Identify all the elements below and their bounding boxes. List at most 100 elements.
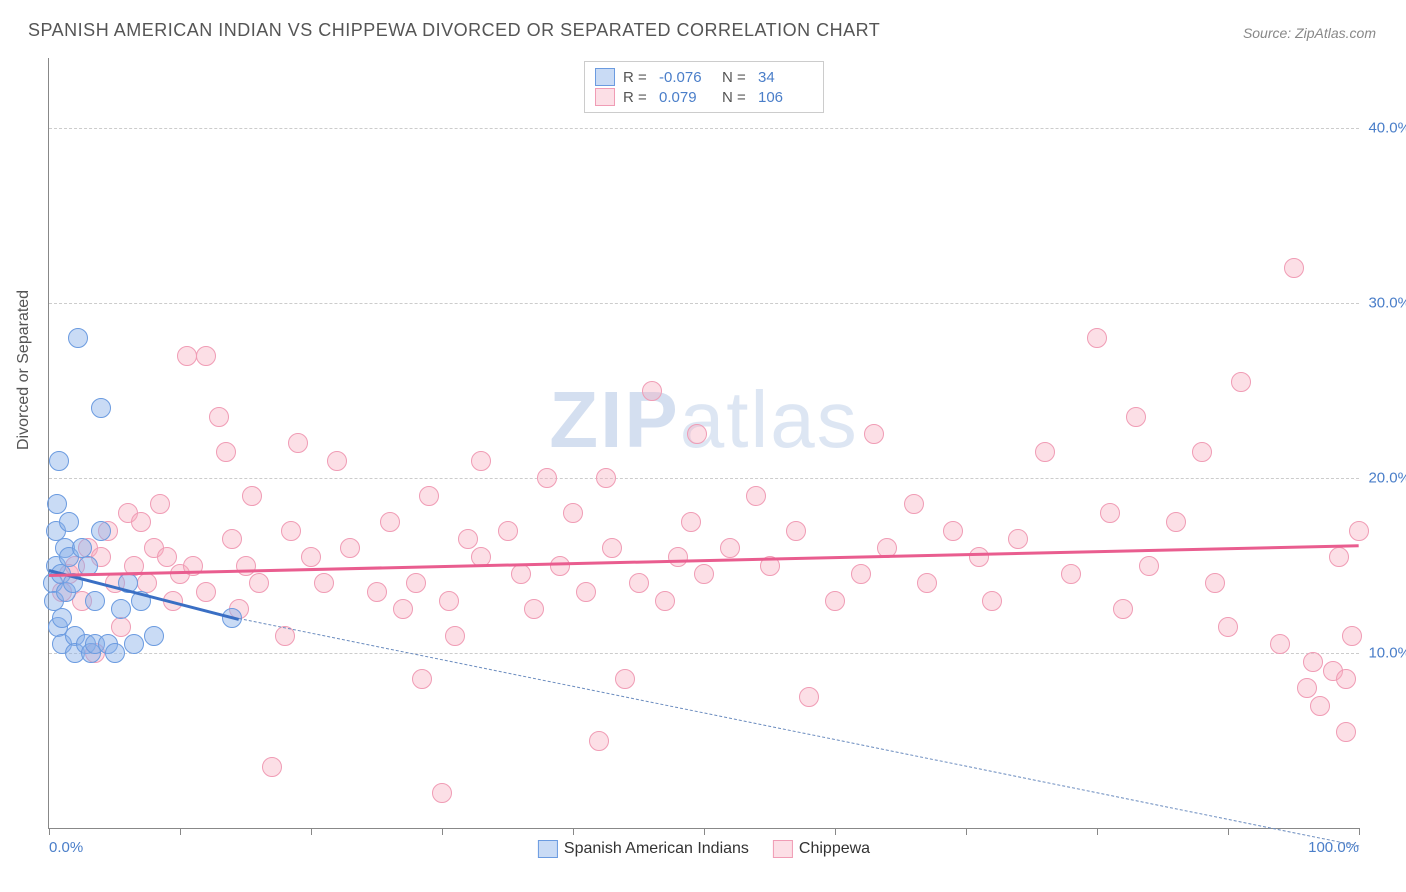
data-point-chippewa (1113, 599, 1133, 619)
data-point-chippewa (1270, 634, 1290, 654)
x-tick (442, 828, 443, 835)
data-point-chippewa (196, 582, 216, 602)
data-point-sai (47, 494, 67, 514)
watermark: ZIPatlas (549, 374, 858, 466)
data-point-chippewa (904, 494, 924, 514)
y-tick-label: 20.0% (1368, 470, 1406, 487)
x-tick (573, 828, 574, 835)
data-point-chippewa (340, 538, 360, 558)
data-point-chippewa (281, 521, 301, 541)
data-point-chippewa (615, 669, 635, 689)
data-point-chippewa (1284, 258, 1304, 278)
x-tick (49, 828, 50, 835)
data-point-chippewa (1035, 442, 1055, 462)
data-point-chippewa (524, 599, 544, 619)
data-point-chippewa (1008, 529, 1028, 549)
data-point-chippewa (216, 442, 236, 462)
x-tick (311, 828, 312, 835)
x-tick (1359, 828, 1360, 835)
data-point-chippewa (917, 573, 937, 593)
legend-n-label: N = (722, 69, 750, 86)
data-point-chippewa (720, 538, 740, 558)
gridline (49, 303, 1359, 304)
legend-swatch (595, 88, 615, 106)
data-point-chippewa (209, 407, 229, 427)
legend-row-chippewa: R =0.079N =106 (595, 88, 813, 106)
data-point-chippewa (1100, 503, 1120, 523)
data-point-chippewa (1231, 372, 1251, 392)
data-point-chippewa (1303, 652, 1323, 672)
y-tick-label: 30.0% (1368, 295, 1406, 312)
legend-label: Spanish American Indians (564, 840, 749, 858)
data-point-chippewa (439, 591, 459, 611)
data-point-sai (91, 521, 111, 541)
data-point-chippewa (1349, 521, 1369, 541)
data-point-chippewa (458, 529, 478, 549)
data-point-chippewa (576, 582, 596, 602)
gridline (49, 478, 1359, 479)
data-point-sai (105, 643, 125, 663)
data-point-chippewa (1192, 442, 1212, 462)
data-point-chippewa (825, 591, 845, 611)
x-tick-label: 0.0% (49, 839, 83, 856)
data-point-sai (91, 398, 111, 418)
legend-n-value: 34 (758, 69, 813, 86)
data-point-chippewa (1336, 722, 1356, 742)
data-point-chippewa (1310, 696, 1330, 716)
data-point-chippewa (498, 521, 518, 541)
data-point-chippewa (419, 486, 439, 506)
legend-swatch (595, 68, 615, 86)
legend-swatch (538, 840, 558, 858)
data-point-chippewa (393, 599, 413, 619)
x-tick-label: 100.0% (1308, 839, 1359, 856)
data-point-chippewa (1218, 617, 1238, 637)
gridline (49, 653, 1359, 654)
legend-label: Chippewa (799, 840, 870, 858)
source-attribution: Source: ZipAtlas.com (1243, 25, 1376, 41)
data-point-chippewa (288, 433, 308, 453)
data-point-chippewa (589, 731, 609, 751)
data-point-sai (85, 591, 105, 611)
legend-item-sai: Spanish American Indians (538, 840, 749, 858)
data-point-chippewa (150, 494, 170, 514)
data-point-chippewa (432, 783, 452, 803)
series-legend: Spanish American Indians Chippewa (538, 840, 870, 858)
data-point-chippewa (746, 486, 766, 506)
correlation-legend: R =-0.076N =34R =0.079N =106 (584, 61, 824, 113)
data-point-chippewa (655, 591, 675, 611)
data-point-chippewa (1297, 678, 1317, 698)
data-point-chippewa (412, 669, 432, 689)
data-point-chippewa (157, 547, 177, 567)
data-point-chippewa (550, 556, 570, 576)
data-point-chippewa (1205, 573, 1225, 593)
data-point-chippewa (131, 512, 151, 532)
data-point-chippewa (314, 573, 334, 593)
data-point-sai (52, 608, 72, 628)
data-point-chippewa (445, 626, 465, 646)
x-tick (1228, 828, 1229, 835)
data-point-chippewa (1126, 407, 1146, 427)
page-title: SPANISH AMERICAN INDIAN VS CHIPPEWA DIVO… (28, 20, 880, 41)
data-point-chippewa (694, 564, 714, 584)
data-point-sai (144, 626, 164, 646)
data-point-chippewa (196, 346, 216, 366)
x-tick (704, 828, 705, 835)
data-point-chippewa (851, 564, 871, 584)
legend-r-value: -0.076 (659, 69, 714, 86)
data-point-chippewa (406, 573, 426, 593)
data-point-chippewa (681, 512, 701, 532)
data-point-chippewa (511, 564, 531, 584)
data-point-chippewa (177, 346, 197, 366)
data-point-chippewa (982, 591, 1002, 611)
scatter-chart: ZIPatlas R =-0.076N =34R =0.079N =106 Sp… (48, 58, 1359, 829)
data-point-chippewa (367, 582, 387, 602)
data-point-chippewa (799, 687, 819, 707)
x-tick (180, 828, 181, 835)
y-tick-label: 10.0% (1368, 645, 1406, 662)
data-point-chippewa (563, 503, 583, 523)
data-point-chippewa (222, 529, 242, 549)
data-point-sai (68, 328, 88, 348)
data-point-chippewa (249, 573, 269, 593)
data-point-chippewa (864, 424, 884, 444)
data-point-chippewa (642, 381, 662, 401)
